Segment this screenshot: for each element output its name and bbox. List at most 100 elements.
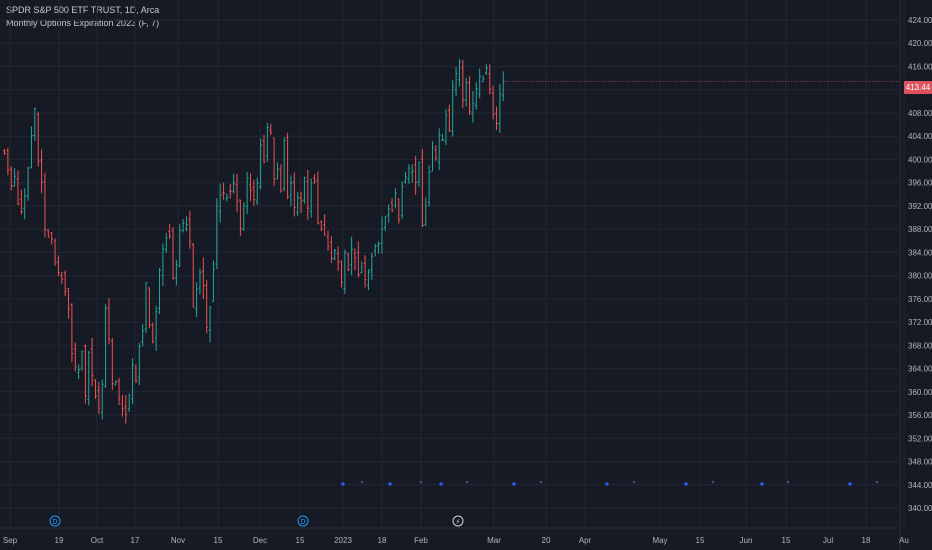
ohlc-bar [114,380,118,386]
ohlc-bar [410,164,414,183]
ohlc-bar [57,255,60,277]
ohlc-bar [299,191,303,214]
event-symbol: ⚡ [456,518,461,526]
ohlc-bar [63,270,67,297]
ohlc-bar [80,350,84,371]
ohlc-bar [201,257,205,299]
ohlc-bar [245,171,249,214]
ohlc-bar [373,243,377,257]
x-axis-labels: Sep 19 Oct 17 Nov 15 Dec 15 2023 18 Feb Mar 20 Apr May… [3,536,909,545]
ohlc-bar [461,59,465,108]
x-tick-label: 15 [296,536,305,545]
ohlc-bar [491,85,495,120]
ohlc-bar [303,176,306,204]
ohlc-bar [198,268,202,295]
ohlc-bar [161,243,165,287]
ohlc-bar [407,164,411,184]
ohlc-bar [498,83,502,133]
ohlc-bar [242,202,246,231]
ohlc-bar [474,82,478,110]
ohlc-bar [131,358,134,405]
ohlc-bar [333,248,337,261]
ohlc-bar [309,178,313,218]
x-tick-label: Oct [91,536,104,545]
ohlc-bar [383,215,387,232]
ohlc-bar [471,91,475,123]
expiration-marker [539,481,543,484]
ohlc-bar [30,126,33,169]
ohlc-bar [272,137,276,187]
earnings-event-icon [452,515,464,527]
y-tick-label: 344.00 [908,481,932,490]
ohlc-bar [279,164,283,193]
expiration-marker [465,481,469,484]
ohlc-bar [451,80,455,137]
ohlc-bar [313,174,316,184]
ohlc-bar [458,59,461,87]
ohlc-bar [377,241,380,254]
ohlc-bar [46,229,50,238]
y-tick-label: 388.00 [908,225,932,234]
ohlc-bar [340,260,343,288]
ohlc-bar [262,134,266,164]
expiration-marker [512,482,516,486]
y-tick-label: 424.00 [908,16,932,25]
ohlc-bar [316,171,320,225]
ohlc-bar [33,107,37,141]
ohlc-bar [154,305,158,351]
y-tick-label: 368.00 [908,341,932,350]
x-tick-label: Sep [3,536,18,545]
y-tick-label: 408.00 [908,109,932,118]
ohlc-bar [212,260,215,302]
ohlc-bar [276,162,279,180]
symbol-title: SPDR S&P 500 ETF TRUST, 1D, Arca [6,5,160,15]
x-tick-label: 17 [131,536,140,545]
x-tick-label: 18 [378,536,387,545]
expiration-marker [684,482,688,486]
y-tick-label: 376.00 [908,295,932,304]
ohlc-bar [9,166,13,191]
x-tick-label: 2023 [334,536,352,545]
ohlc-bar [87,350,91,406]
ohlc-bar [394,188,397,209]
ohlc-bar [249,173,252,201]
ohlc-bar [437,128,441,171]
ohlc-bar [77,364,81,380]
ohlc-bar [488,64,492,95]
ohlc-bar [380,216,384,254]
ohlc-bar [286,132,289,200]
ohlc-bar [43,172,47,238]
ohlc-bar [222,182,225,200]
ohlc-bar [127,393,131,413]
ohlc-bar [117,378,121,406]
y-tick-label: 404.00 [908,132,932,141]
ohlc-bar [414,155,418,195]
ohlc-bar [40,149,43,194]
ohlc-bar [387,204,391,223]
y-tick-label: 364.00 [908,365,932,374]
ohlc-bar [60,271,64,284]
y-tick-label: 384.00 [908,248,932,257]
ohlc-bar [228,183,232,199]
y-tick-label: 372.00 [908,318,932,327]
chart-legend: SPDR S&P 500 ETF TRUST, 1D, Arca Monthly… [6,4,159,30]
ohlc-bar [306,169,310,220]
ohlc-bar [478,68,482,99]
options-expiration-markers [341,481,879,486]
x-tick-label: Jun [740,536,753,545]
ohlc-bar [367,268,370,291]
ohlc-bar [171,227,175,280]
ohlc-bar [215,198,219,269]
y-tick-label: 356.00 [908,411,932,420]
ohlc-bar [323,214,327,236]
x-tick-label: Apr [579,536,592,545]
x-tick-label: 15 [696,536,705,545]
event-markers: D D ⚡ [49,515,464,527]
ohlc-bar [107,298,111,345]
ohlc-bar [168,223,172,239]
expiration-marker [760,482,764,486]
expiration-marker [439,482,443,486]
ohlc-bar [447,104,451,132]
ohlc-bar [3,149,6,155]
